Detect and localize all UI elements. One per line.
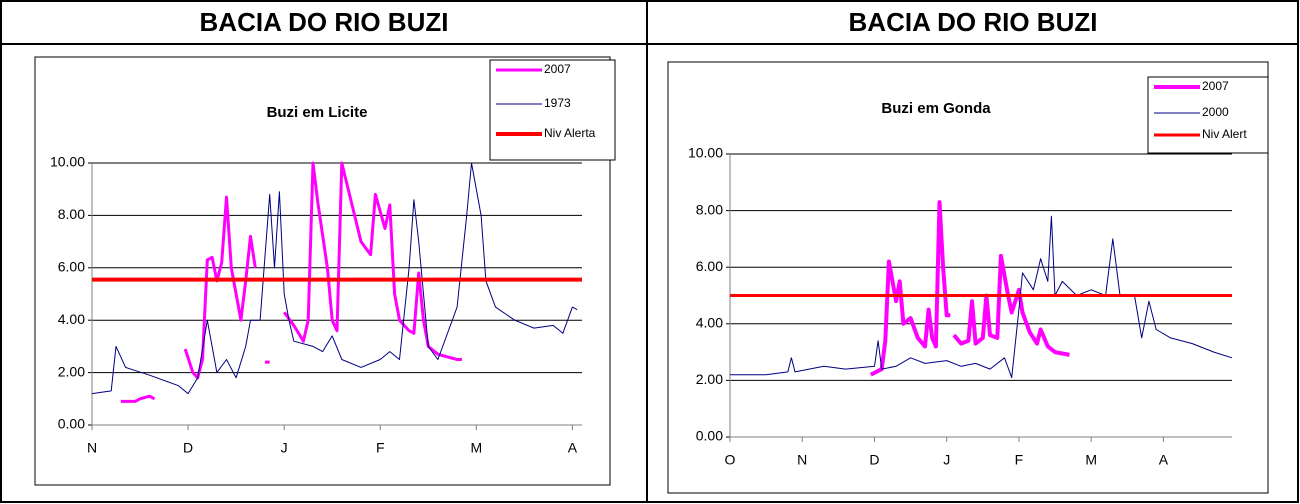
- legend-label: 2007: [1202, 79, 1229, 93]
- y-tick-label: 8.00: [696, 201, 723, 217]
- series-line: [91, 162, 578, 395]
- y-tick-label: 6.00: [58, 259, 85, 275]
- legend-box: [1147, 76, 1269, 154]
- x-tick-label: F: [376, 440, 385, 456]
- x-tick-label: A: [568, 440, 578, 456]
- y-tick-label: 0.00: [696, 428, 723, 444]
- plot-frame: [34, 56, 611, 486]
- x-tick-label: N: [797, 452, 807, 468]
- x-tick-label: J: [943, 452, 950, 468]
- legend-label: 2000: [1202, 105, 1229, 119]
- x-tick-label: O: [725, 452, 736, 468]
- panel-title: BACIA DO RIO BUZI: [200, 7, 449, 37]
- legend-box: [489, 59, 616, 161]
- y-tick-label: 2.00: [696, 371, 723, 387]
- legend-label: Niv Alert: [1202, 127, 1247, 141]
- series-line: [869, 200, 1070, 377]
- y-tick-label: 10.00: [50, 154, 85, 170]
- panel-title: BACIA DO RIO BUZI: [849, 7, 1098, 37]
- x-tick-label: M: [470, 440, 482, 456]
- x-tick-label: A: [1159, 452, 1169, 468]
- y-tick-label: 4.00: [696, 315, 723, 331]
- chart-title: Buzi em Licite: [267, 104, 368, 121]
- y-tick-label: 4.00: [58, 311, 85, 327]
- plot-frame: [667, 61, 1269, 494]
- y-tick-label: 6.00: [696, 258, 723, 274]
- x-tick-label: N: [87, 440, 97, 456]
- y-tick-label: 10.00: [688, 145, 723, 161]
- x-tick-label: D: [183, 440, 193, 456]
- legend-label: 2007: [544, 62, 571, 76]
- x-tick-label: D: [869, 452, 879, 468]
- x-tick-label: M: [1085, 452, 1097, 468]
- x-tick-label: F: [1015, 452, 1024, 468]
- x-tick-label: J: [281, 440, 288, 456]
- series-line: [730, 215, 1233, 379]
- series-line: [120, 161, 462, 403]
- y-tick-label: 2.00: [58, 363, 85, 379]
- legend-label: Niv Alerta: [544, 126, 596, 140]
- y-tick-label: 0.00: [58, 416, 85, 432]
- legend-label: 1973: [544, 96, 571, 110]
- chart-title: Buzi em Gonda: [881, 100, 991, 117]
- y-tick-label: 8.00: [58, 206, 85, 222]
